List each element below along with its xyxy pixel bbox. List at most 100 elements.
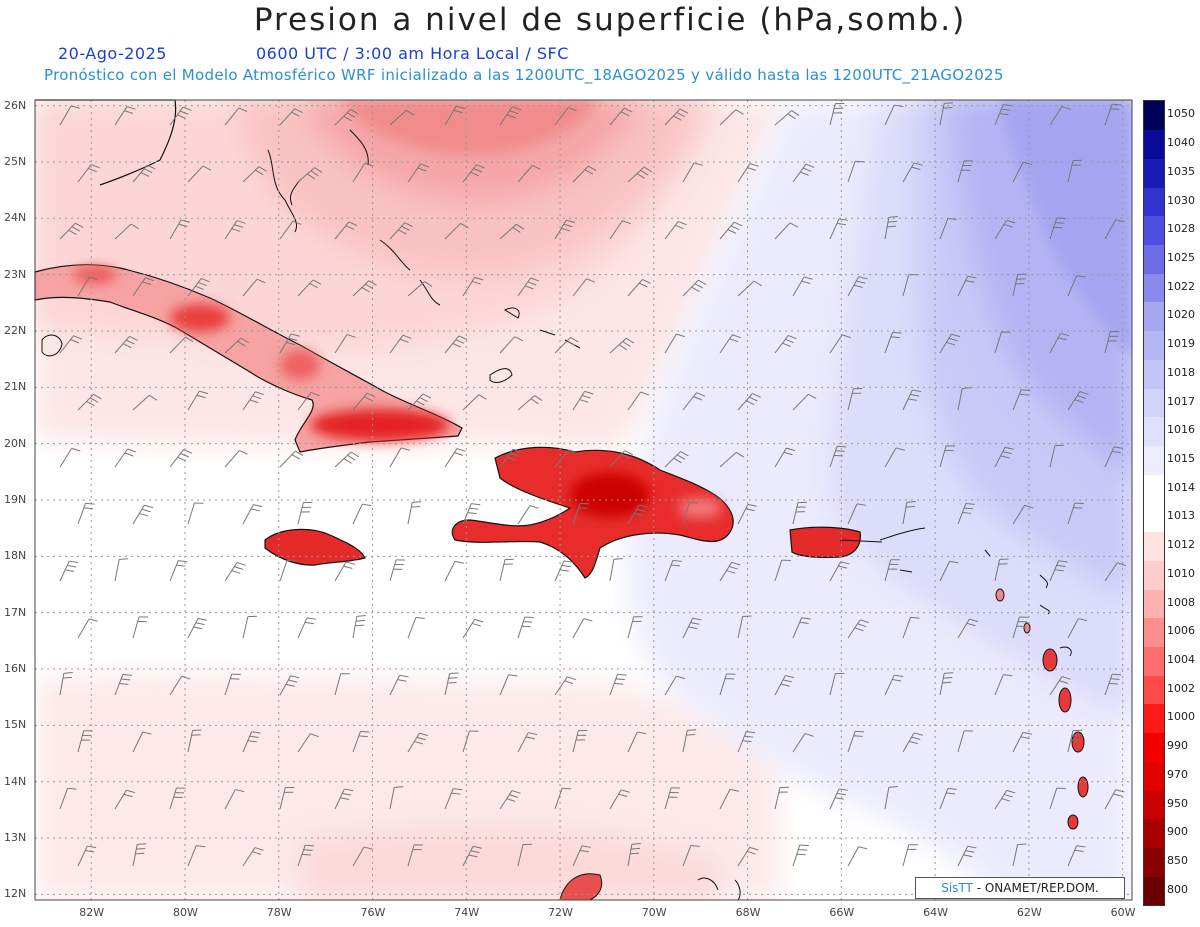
colorbar-segment bbox=[1144, 761, 1164, 791]
wind-barb bbox=[407, 163, 430, 183]
wind-barb bbox=[957, 387, 972, 411]
wind-barb bbox=[499, 790, 521, 810]
wind-barb bbox=[884, 559, 900, 582]
land-areas bbox=[34, 99, 1089, 901]
wind-barb bbox=[1067, 845, 1086, 867]
wind-barb bbox=[389, 334, 412, 354]
latitude-label: 18N bbox=[4, 549, 27, 563]
wind-barb bbox=[169, 106, 192, 126]
jamaica-landmass bbox=[264, 528, 366, 566]
wind-barb bbox=[1104, 103, 1122, 126]
wind-barb bbox=[352, 392, 376, 411]
wind-barb bbox=[499, 558, 514, 582]
wind-barb bbox=[994, 674, 1013, 696]
wind-barb bbox=[1012, 616, 1029, 639]
wind-barb bbox=[224, 789, 245, 810]
wind-barb bbox=[792, 276, 813, 297]
latitude-label: 15N bbox=[4, 718, 27, 732]
latitude-label: 16N bbox=[4, 662, 27, 675]
colorbar-segment bbox=[1144, 818, 1164, 849]
wind-barb bbox=[792, 501, 807, 525]
wind-barb bbox=[352, 503, 372, 525]
colorbar-label: 970 bbox=[1167, 767, 1188, 781]
wind-barb bbox=[334, 109, 359, 126]
wind-barb bbox=[682, 162, 703, 183]
wind-barb bbox=[389, 109, 415, 126]
wind-barb bbox=[352, 162, 374, 183]
latitude-label: 24N bbox=[4, 211, 27, 225]
wind-barb bbox=[297, 279, 322, 297]
colorbar-label: 1035 bbox=[1167, 164, 1195, 178]
wind-barb bbox=[719, 109, 744, 126]
colorbar-label: 800 bbox=[1167, 882, 1188, 896]
colorbar-segment bbox=[1144, 388, 1164, 418]
wind-barb bbox=[1067, 391, 1089, 411]
wind-barb bbox=[994, 789, 1016, 810]
wind-barb bbox=[132, 504, 154, 525]
wind-barb bbox=[279, 450, 304, 468]
wind-barb bbox=[902, 732, 923, 753]
wind-barb bbox=[187, 390, 209, 411]
wind-barb bbox=[444, 560, 464, 582]
wind-barb bbox=[627, 166, 652, 183]
colorbar-label: 1012 bbox=[1167, 538, 1195, 552]
latitude-label: 14N bbox=[4, 774, 27, 788]
colorbar-segment bbox=[1144, 503, 1164, 533]
lat-lon-grid bbox=[35, 100, 1132, 900]
wind-barb bbox=[994, 331, 1011, 354]
valid-date: 20-Ago-2025 bbox=[58, 44, 167, 63]
wind-barb bbox=[774, 675, 795, 696]
wind-barb bbox=[334, 221, 358, 240]
wind-barb bbox=[59, 672, 73, 696]
wind-barb bbox=[609, 337, 635, 354]
wind-barb bbox=[407, 844, 424, 867]
wind-barb bbox=[1049, 444, 1064, 468]
wind-barb bbox=[77, 845, 97, 867]
wind-barb bbox=[242, 615, 257, 639]
wind-barb bbox=[994, 446, 1014, 468]
wind-barb bbox=[1049, 787, 1066, 810]
wind-barb bbox=[517, 395, 543, 411]
wind-barb bbox=[187, 277, 210, 297]
wind-barb bbox=[609, 220, 631, 240]
wind-barb bbox=[939, 787, 957, 810]
colorbar-label: 1010 bbox=[1167, 566, 1195, 580]
wind-barb bbox=[682, 729, 697, 753]
colorbar-label: 1015 bbox=[1167, 451, 1195, 465]
wind-barb bbox=[774, 222, 799, 240]
colorbar-segment bbox=[1144, 704, 1164, 734]
wind-barb bbox=[774, 559, 791, 582]
puerto-rico-landmass bbox=[789, 526, 861, 558]
longitude-label: 76W bbox=[360, 906, 386, 919]
wind-barb bbox=[59, 335, 83, 354]
wind-barb bbox=[389, 222, 413, 240]
wind-barb bbox=[994, 558, 1009, 582]
wind-barb bbox=[517, 505, 539, 525]
wind-barb bbox=[939, 445, 956, 468]
colorbar-label: 990 bbox=[1167, 739, 1188, 753]
wind-barb bbox=[1012, 504, 1034, 525]
colorbar-segment bbox=[1144, 876, 1164, 906]
wind-barb bbox=[572, 390, 594, 411]
wind-barb bbox=[554, 560, 573, 582]
wind-barb bbox=[462, 394, 487, 411]
sistt-logo: SisTT bbox=[941, 881, 973, 895]
wind-barb bbox=[517, 843, 532, 867]
wind-barb bbox=[939, 560, 959, 582]
wind-barb bbox=[279, 675, 300, 696]
colorbar-segment bbox=[1144, 560, 1164, 590]
wind-barb bbox=[1012, 389, 1031, 411]
wind-barb bbox=[572, 165, 597, 183]
wind-barb bbox=[242, 391, 264, 411]
wind-barb bbox=[407, 732, 429, 753]
wind-barb bbox=[884, 786, 898, 810]
colorbar-segment bbox=[1144, 445, 1164, 475]
latitude-label: 25N bbox=[4, 154, 27, 168]
wind-barb bbox=[279, 333, 300, 354]
wind-barb bbox=[957, 618, 979, 639]
wind-barb bbox=[1049, 333, 1070, 354]
wind-barb bbox=[957, 730, 974, 753]
wind-barb bbox=[169, 560, 188, 582]
wind-barb bbox=[737, 163, 759, 183]
wind-barb bbox=[517, 164, 541, 183]
